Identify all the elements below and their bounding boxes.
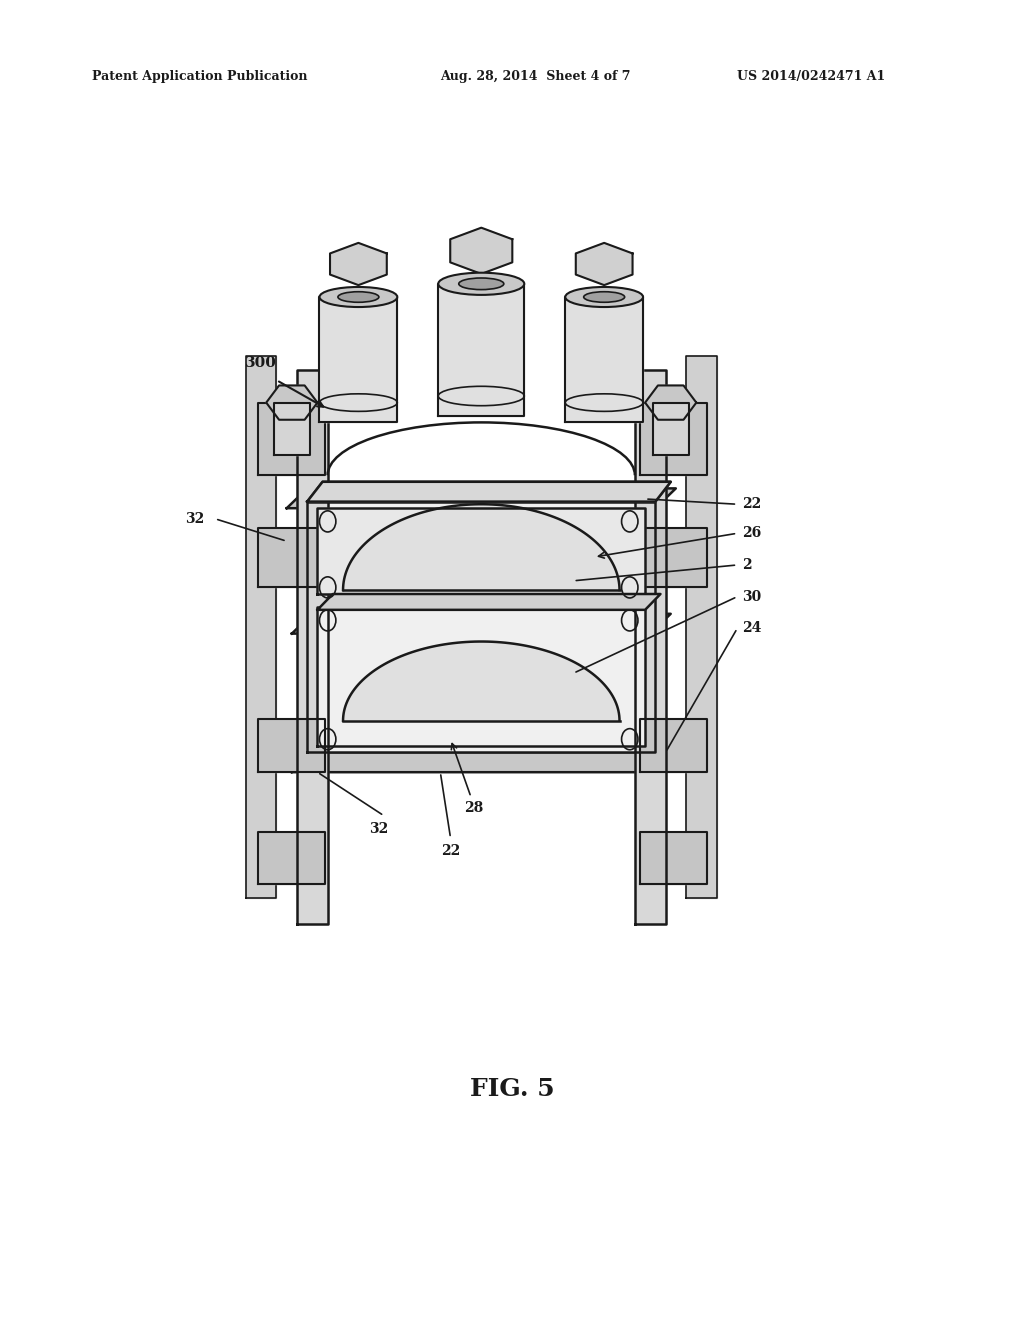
Polygon shape bbox=[635, 370, 666, 924]
Polygon shape bbox=[343, 504, 620, 590]
Polygon shape bbox=[317, 607, 645, 746]
Polygon shape bbox=[292, 614, 671, 634]
Polygon shape bbox=[575, 243, 633, 285]
Text: Patent Application Publication: Patent Application Publication bbox=[92, 70, 307, 83]
Polygon shape bbox=[451, 227, 512, 273]
Polygon shape bbox=[266, 385, 317, 420]
Text: 32: 32 bbox=[185, 512, 205, 525]
Polygon shape bbox=[246, 356, 276, 898]
Text: 26: 26 bbox=[742, 527, 762, 540]
Text: 2: 2 bbox=[742, 558, 752, 572]
Polygon shape bbox=[640, 403, 707, 475]
Ellipse shape bbox=[459, 279, 504, 289]
Polygon shape bbox=[273, 403, 309, 455]
Ellipse shape bbox=[438, 273, 524, 294]
Text: 22: 22 bbox=[742, 498, 762, 511]
Polygon shape bbox=[258, 528, 325, 587]
Text: US 2014/0242471 A1: US 2014/0242471 A1 bbox=[737, 70, 886, 83]
Polygon shape bbox=[292, 752, 671, 772]
Polygon shape bbox=[307, 502, 655, 752]
Polygon shape bbox=[307, 482, 671, 502]
Polygon shape bbox=[258, 403, 325, 475]
Polygon shape bbox=[686, 356, 717, 898]
Ellipse shape bbox=[565, 286, 643, 308]
Polygon shape bbox=[319, 297, 397, 422]
Polygon shape bbox=[640, 832, 707, 884]
Polygon shape bbox=[317, 508, 645, 594]
Text: 28: 28 bbox=[465, 801, 483, 814]
Polygon shape bbox=[640, 528, 707, 587]
Polygon shape bbox=[258, 719, 325, 772]
Polygon shape bbox=[565, 297, 643, 422]
Text: 22: 22 bbox=[441, 845, 460, 858]
Ellipse shape bbox=[338, 292, 379, 302]
Text: 32: 32 bbox=[370, 822, 388, 836]
Polygon shape bbox=[330, 243, 387, 285]
Polygon shape bbox=[307, 482, 671, 502]
Text: 30: 30 bbox=[742, 590, 762, 603]
Polygon shape bbox=[653, 403, 688, 455]
Polygon shape bbox=[287, 488, 676, 508]
Text: 300: 300 bbox=[245, 356, 278, 370]
Polygon shape bbox=[640, 719, 707, 772]
Text: FIG. 5: FIG. 5 bbox=[470, 1077, 554, 1101]
Polygon shape bbox=[645, 385, 696, 420]
Polygon shape bbox=[343, 642, 620, 721]
Polygon shape bbox=[438, 284, 524, 416]
Text: 24: 24 bbox=[742, 622, 762, 635]
Ellipse shape bbox=[319, 286, 397, 308]
Text: Aug. 28, 2014  Sheet 4 of 7: Aug. 28, 2014 Sheet 4 of 7 bbox=[440, 70, 631, 83]
Polygon shape bbox=[297, 370, 328, 924]
Ellipse shape bbox=[584, 292, 625, 302]
Polygon shape bbox=[317, 594, 660, 610]
Polygon shape bbox=[258, 832, 325, 884]
